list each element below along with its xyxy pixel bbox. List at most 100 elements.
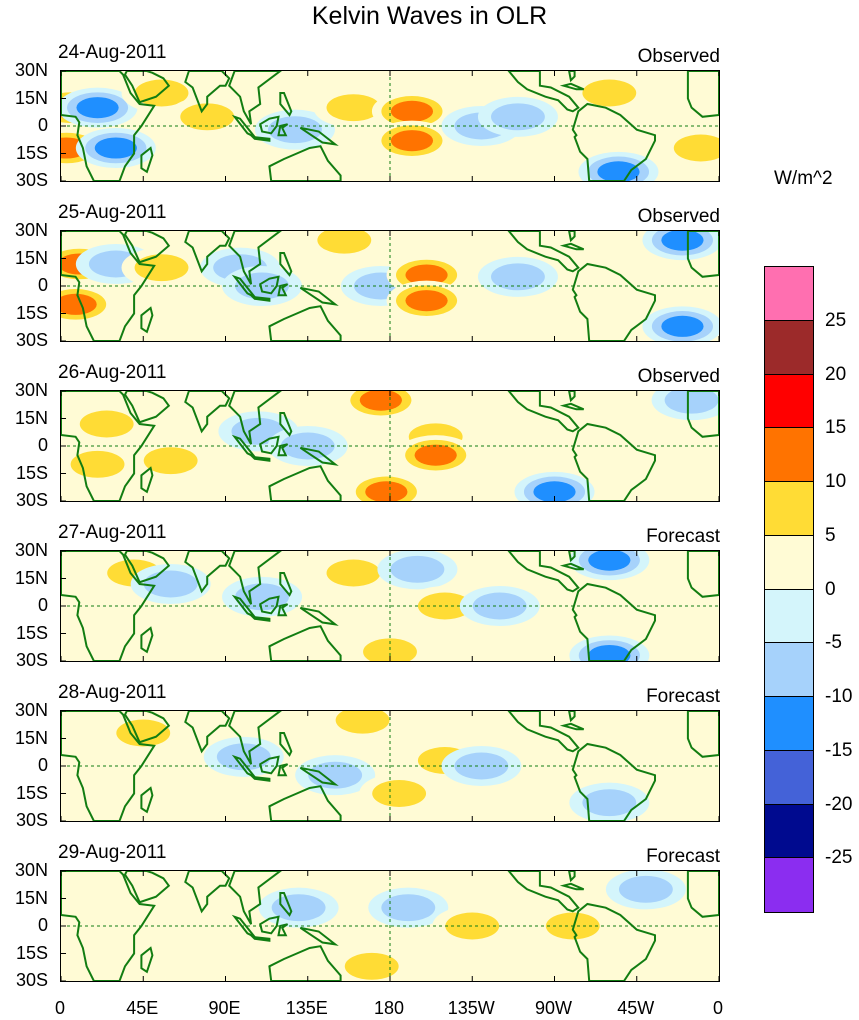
map-panel: 24-Aug-2011 Observed 30N 15N 0 15S 30S bbox=[0, 42, 859, 189]
anomaly-contour bbox=[673, 134, 719, 162]
y-tick-label: 0 bbox=[37, 115, 48, 135]
map-plot-area bbox=[60, 70, 720, 182]
anomaly-contour bbox=[390, 100, 434, 122]
x-tick-label: 180 bbox=[373, 998, 405, 1018]
y-tick-label: 0 bbox=[37, 595, 48, 615]
panel-status: Observed bbox=[637, 366, 720, 387]
coastline bbox=[568, 871, 576, 883]
x-tick-label: 135E bbox=[285, 998, 328, 1018]
coastline bbox=[250, 935, 271, 942]
colorbar-tick-label: 25 bbox=[825, 309, 847, 331]
colorbar-swatch bbox=[765, 750, 813, 805]
x-tick-label: 90W bbox=[534, 998, 573, 1018]
coastline bbox=[61, 231, 156, 341]
x-tick-label: 0 bbox=[712, 998, 724, 1018]
coastline bbox=[228, 231, 282, 285]
y-tick-label: 15N bbox=[14, 247, 48, 268]
anomaly-contour bbox=[268, 116, 322, 144]
coastline bbox=[559, 242, 585, 251]
coastline bbox=[568, 231, 576, 243]
coastline bbox=[184, 391, 231, 434]
anomaly-contour bbox=[582, 79, 637, 107]
coastline bbox=[686, 711, 719, 758]
y-tick-label: 30N bbox=[14, 540, 48, 560]
x-axis: 0 45E 90E 135E 180 135W 90W 45W 0 bbox=[0, 998, 859, 1020]
colorbar-tick-label: 15 bbox=[825, 417, 847, 439]
anomaly-contour bbox=[405, 264, 448, 286]
coastline bbox=[61, 871, 156, 981]
colorbar-swatch bbox=[765, 482, 813, 536]
anomaly-contour bbox=[271, 894, 326, 922]
panel-date: 29-Aug-2011 bbox=[58, 842, 167, 863]
coastline bbox=[228, 711, 282, 765]
coastline bbox=[259, 595, 280, 615]
y-tick-label: 0 bbox=[37, 435, 48, 455]
anomaly-contour bbox=[390, 555, 445, 583]
y-tick-label: 30S bbox=[15, 810, 48, 830]
anomaly-contour bbox=[70, 450, 125, 478]
anomaly-contour bbox=[143, 447, 198, 475]
x-tick-label: 45E bbox=[126, 998, 159, 1018]
colorbar-swatch bbox=[765, 374, 813, 429]
anomaly-contour bbox=[344, 952, 399, 980]
map-panel: 26-Aug-2011 Observed 30N 15N 0 15S 30S bbox=[0, 362, 859, 509]
coastline bbox=[279, 412, 293, 437]
coastline bbox=[268, 145, 342, 181]
colorbar-swatch bbox=[765, 267, 813, 321]
coastline bbox=[559, 82, 585, 91]
y-tick-label: 15N bbox=[14, 87, 48, 108]
panel-status: Forecast bbox=[646, 686, 720, 707]
anomaly-contour bbox=[143, 570, 198, 598]
anomaly-contour bbox=[661, 315, 704, 337]
coastline bbox=[268, 625, 342, 661]
map-panel: 27-Aug-2011 Forecast 30N 15N 0 15S 30S bbox=[0, 522, 859, 669]
y-tick-label: 0 bbox=[37, 275, 48, 295]
anomaly-contour bbox=[116, 719, 171, 747]
coastline bbox=[228, 71, 282, 125]
map-svg bbox=[61, 871, 719, 981]
coastline bbox=[686, 871, 719, 918]
anomaly-contour bbox=[372, 780, 427, 807]
y-tick-label: 15S bbox=[15, 142, 48, 163]
map-plot-area bbox=[60, 550, 720, 662]
coastline bbox=[250, 775, 271, 782]
anomaly-contour bbox=[618, 875, 673, 903]
coastline bbox=[140, 786, 154, 814]
map-svg bbox=[61, 391, 719, 501]
coastline bbox=[140, 146, 154, 174]
coastline bbox=[299, 446, 339, 466]
anomaly-contour bbox=[417, 592, 472, 620]
colorbar-tick-label: 10 bbox=[825, 471, 847, 492]
colorbar-swatch bbox=[765, 804, 813, 859]
panel-status: Observed bbox=[637, 206, 720, 227]
colorbar-swatch bbox=[765, 428, 813, 482]
colorbar-swatch bbox=[765, 643, 813, 697]
coastline bbox=[184, 71, 231, 114]
colorbar-tick-label: 20 bbox=[825, 363, 847, 385]
colorbar-tick-label: -10 bbox=[825, 686, 853, 707]
anomaly-contour bbox=[235, 583, 289, 611]
coastline bbox=[61, 71, 156, 181]
coastline bbox=[571, 742, 656, 821]
anomaly-contour bbox=[405, 290, 448, 312]
chart-title: Kelvin Waves in OLR bbox=[311, 2, 548, 30]
coastline bbox=[140, 306, 154, 334]
coastline bbox=[686, 71, 719, 118]
y-tick-label: 30S bbox=[15, 490, 48, 510]
anomaly-contour bbox=[597, 161, 640, 181]
coastline bbox=[571, 582, 656, 661]
panel-date: 25-Aug-2011 bbox=[58, 202, 167, 223]
x-tick-label: 45W bbox=[617, 998, 655, 1018]
anomaly-contour bbox=[445, 912, 500, 940]
x-tick-label: 135W bbox=[447, 998, 495, 1018]
map-plot-area bbox=[60, 230, 720, 342]
y-tick-label: 15N bbox=[14, 407, 48, 428]
coastline bbox=[268, 465, 342, 501]
y-tick-label: 0 bbox=[37, 755, 48, 775]
coastline bbox=[259, 115, 280, 135]
anomaly-contour bbox=[76, 97, 119, 119]
coastline bbox=[61, 711, 156, 821]
coastline bbox=[299, 286, 339, 306]
anomaly-contour bbox=[491, 103, 545, 131]
coastline bbox=[507, 231, 580, 273]
